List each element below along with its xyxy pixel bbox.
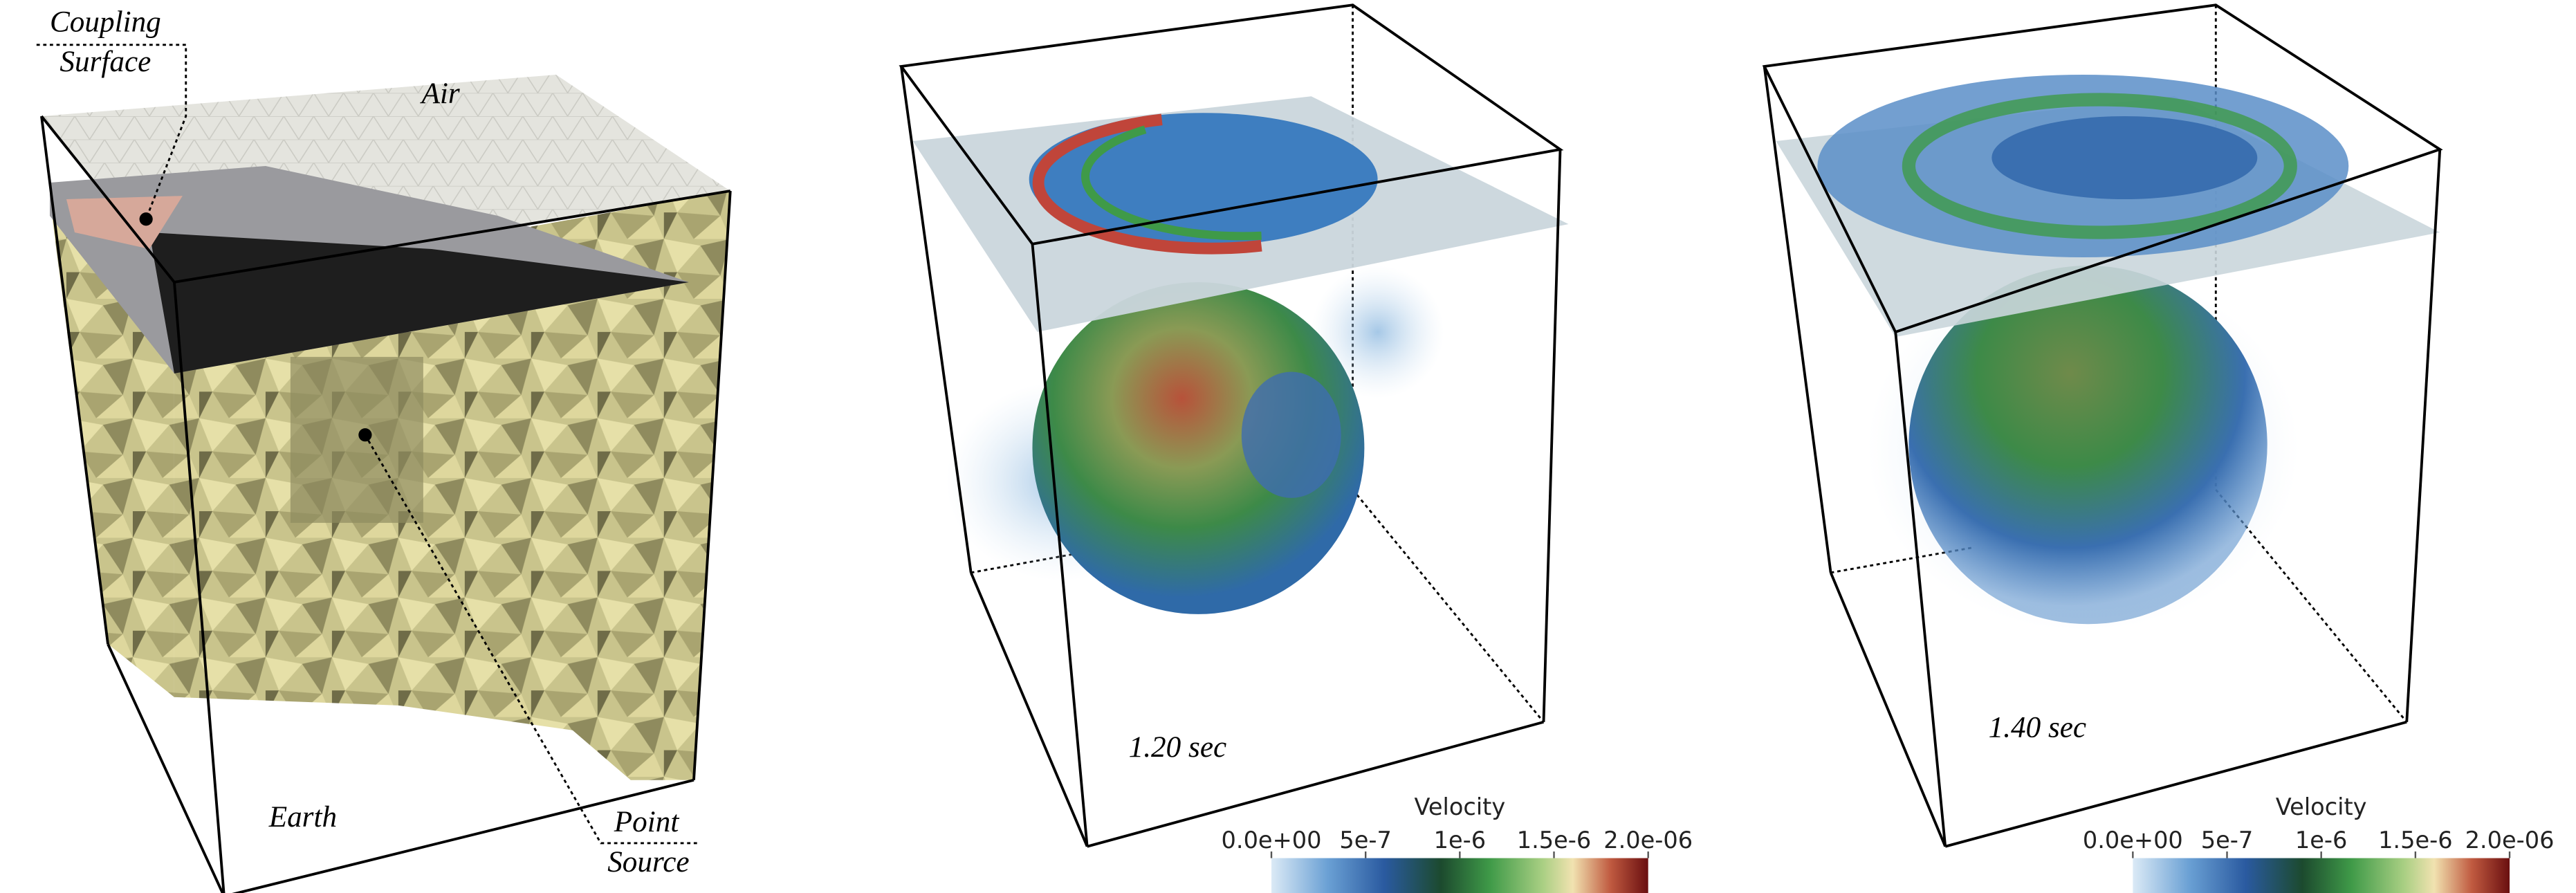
colorbar-tick-label: 5e-7 <box>2201 827 2254 854</box>
marker <box>140 212 153 225</box>
snapshot-panel: 1.20 sec <box>901 5 1569 847</box>
colorbar-tick-label: 1.5e-6 <box>2378 827 2453 854</box>
marker <box>358 428 371 441</box>
colorbar-tick-label: 2.0e-06 <box>1603 827 1693 854</box>
box-edge <box>971 573 1087 847</box>
time-label: 1.40 sec <box>1989 711 2087 744</box>
colorbar-title: Velocity <box>2276 793 2367 820</box>
colorbar-tick-label: 2.0e-06 <box>2465 827 2555 854</box>
snapshot-panel: 1.40 sec <box>1765 5 2440 847</box>
colorbar-tick-label: 1e-6 <box>2295 827 2348 854</box>
colorbar <box>1271 858 1648 893</box>
colorbar-tick-label: 1.5e-6 <box>1517 827 1592 854</box>
wavefront <box>1242 372 1341 498</box>
figure: Coupling Surface Air Earth Point Source … <box>0 0 2576 893</box>
colorbar-tick-label: 0.0e+00 <box>2083 827 2183 854</box>
colorbar-tick-label: 0.0e+00 <box>1222 827 1322 854</box>
label: Coupling <box>50 6 161 39</box>
label: Source <box>607 846 689 878</box>
colorbar-title: Velocity <box>1414 793 1505 820</box>
label: Earth <box>268 801 337 834</box>
page: Coupling Surface Air Earth Point Source … <box>0 0 2576 893</box>
box-edge <box>1353 490 1544 722</box>
time-label: 1.20 sec <box>1129 731 1227 764</box>
colorbar <box>2133 858 2510 893</box>
label: Point <box>614 806 680 838</box>
surface-wave <box>1991 116 2257 199</box>
box-edge <box>1831 573 1946 847</box>
mesh-panel: Coupling Surface Air Earth Point Source <box>37 6 730 893</box>
colorbar-tick-label: 5e-7 <box>1339 827 1392 854</box>
label: Surface <box>59 46 151 78</box>
refined-mesh <box>291 357 423 523</box>
label: Air <box>419 77 459 110</box>
colorbar-tick-label: 1e-6 <box>1434 827 1487 854</box>
box-edge <box>1544 149 1561 722</box>
